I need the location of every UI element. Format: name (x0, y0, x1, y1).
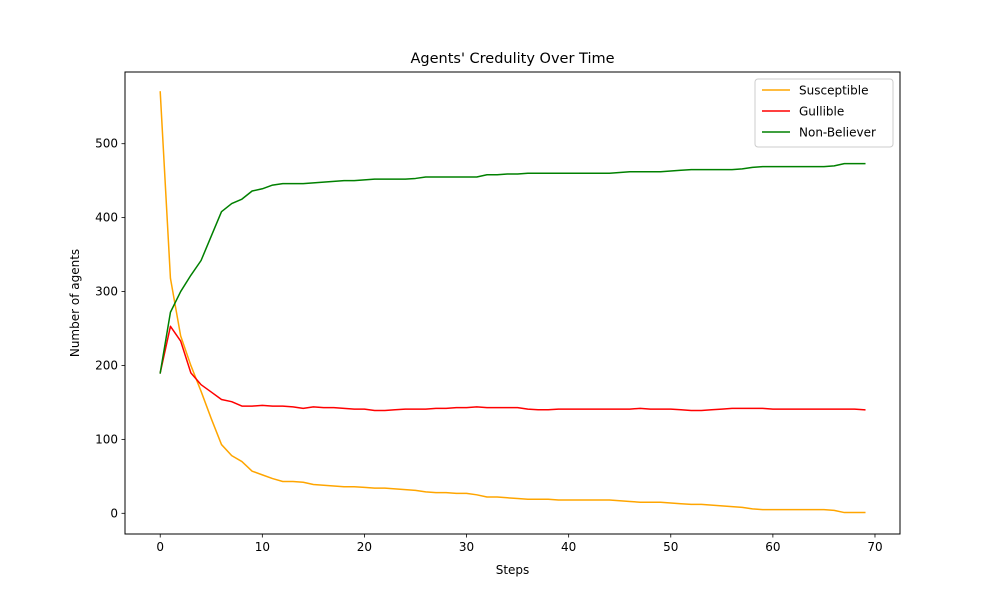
x-tick-label: 60 (765, 540, 780, 554)
legend-label-susceptible: Susceptible (799, 84, 868, 98)
x-axis-ticks: 0 10 20 30 40 50 60 70 (156, 534, 883, 554)
x-tick-label: 0 (156, 540, 164, 554)
x-tick-label: 30 (459, 540, 474, 554)
series-line-susceptible (159, 91, 866, 514)
y-tick-label: 200 (95, 358, 118, 372)
series-line-gullible (159, 325, 866, 412)
series-layer (159, 91, 866, 514)
y-tick-label: 300 (95, 285, 118, 299)
x-axis-label: Steps (496, 563, 530, 577)
y-axis-label: Number of agents (68, 249, 82, 357)
legend: Susceptible Gullible Non-Believer (754, 78, 894, 148)
y-axis-ticks: 0 100 200 300 400 500 (95, 137, 125, 520)
y-tick-label: 400 (95, 211, 118, 225)
legend-label-non-believer: Non-Believer (799, 126, 876, 140)
y-tick-label: 0 (110, 506, 118, 520)
series-line-non-believer (159, 162, 866, 374)
x-tick-label: 70 (867, 540, 882, 554)
legend-box (754, 78, 894, 148)
x-tick-label: 20 (357, 540, 372, 554)
legend-label-gullible: Gullible (799, 105, 844, 119)
plot-frame (124, 71, 901, 535)
x-tick-label: 10 (255, 540, 270, 554)
x-tick-label: 40 (561, 540, 576, 554)
y-tick-label: 500 (95, 137, 118, 151)
y-tick-label: 100 (95, 432, 118, 446)
chart-title: Agents' Credulity Over Time (410, 51, 614, 67)
x-tick-label: 50 (663, 540, 678, 554)
